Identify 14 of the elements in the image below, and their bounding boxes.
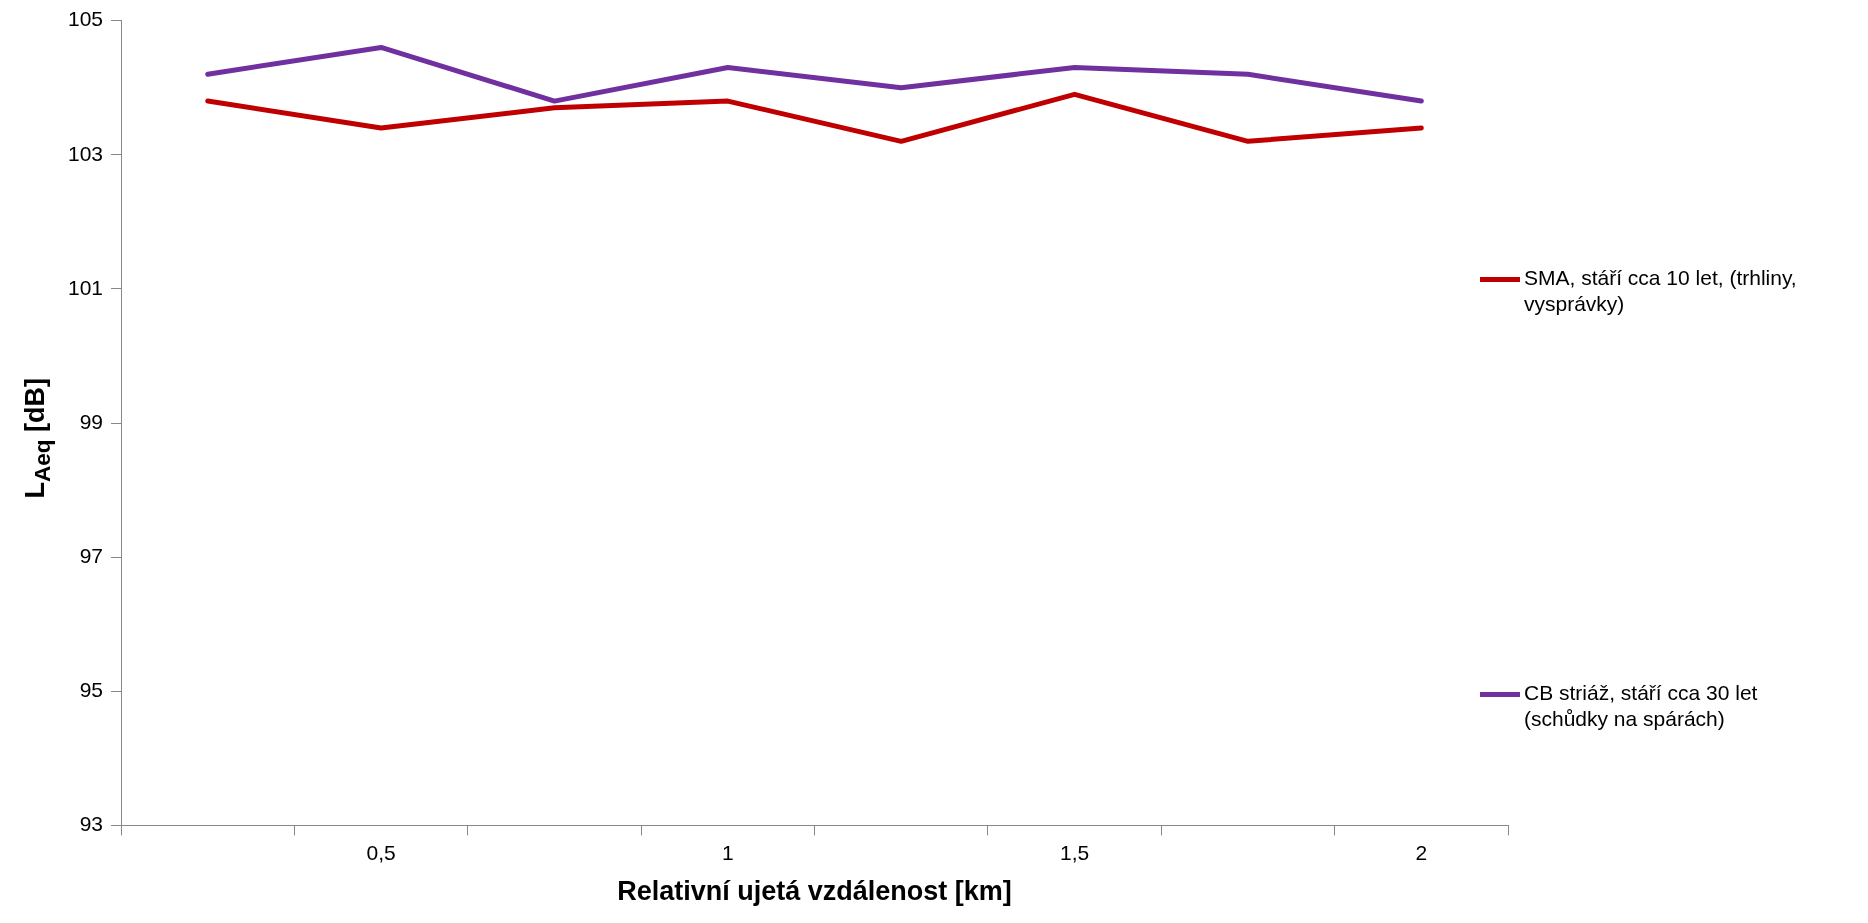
y-tick-label: 93 — [79, 812, 104, 836]
y-tick-label: 99 — [79, 409, 104, 433]
y-tick-label: 105 — [67, 7, 104, 31]
y-tick-label: 101 — [67, 275, 104, 299]
x-tick-label: 0,5 — [366, 840, 396, 864]
y-tick-label: 103 — [67, 141, 104, 165]
x-tick-label: 1,5 — [1059, 840, 1090, 864]
x-tick-label: 1 — [721, 840, 734, 864]
y-tick-label: 95 — [79, 678, 104, 702]
legend-label: CB striáž, stáří cca 30 let (schůdky na spárách) — [1524, 680, 1759, 732]
y-tick-label: 97 — [79, 543, 104, 567]
x-tick-label: 2 — [1415, 840, 1428, 864]
x-axis-title: Relativní ujetá vzdálenost [km] — [617, 876, 1012, 907]
legend-label: SMA, stáří cca 10 let, (trhliny, vysprávky) — [1524, 265, 1798, 317]
